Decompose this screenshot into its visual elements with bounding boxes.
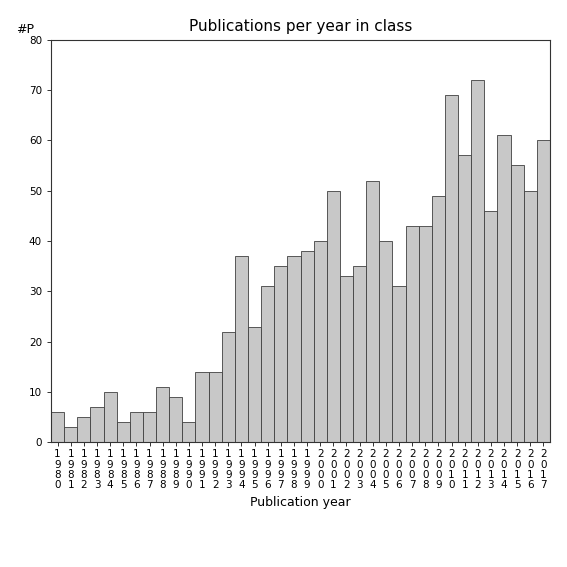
Bar <box>90 407 104 442</box>
Bar <box>405 226 418 442</box>
Bar <box>287 256 301 442</box>
Bar <box>484 211 497 442</box>
Bar <box>130 412 143 442</box>
Bar <box>353 266 366 442</box>
Text: #P: #P <box>16 23 34 36</box>
Bar <box>445 95 458 442</box>
Bar <box>64 427 77 442</box>
Bar <box>418 226 432 442</box>
Title: Publications per year in class: Publications per year in class <box>189 19 412 35</box>
Bar <box>366 180 379 442</box>
Bar <box>196 372 209 442</box>
Bar <box>301 251 314 442</box>
Bar <box>524 191 537 442</box>
Bar <box>458 155 471 442</box>
Bar <box>274 266 287 442</box>
Bar <box>156 387 169 442</box>
Bar <box>261 286 274 442</box>
Bar <box>143 412 156 442</box>
Bar <box>340 276 353 442</box>
Bar <box>537 141 550 442</box>
X-axis label: Publication year: Publication year <box>250 496 351 509</box>
Bar <box>183 422 196 442</box>
Bar <box>77 417 90 442</box>
Bar <box>222 332 235 442</box>
Bar <box>117 422 130 442</box>
Bar <box>235 256 248 442</box>
Bar <box>471 80 484 442</box>
Bar <box>104 392 117 442</box>
Bar <box>169 397 183 442</box>
Bar <box>209 372 222 442</box>
Bar <box>432 196 445 442</box>
Bar <box>497 136 511 442</box>
Bar <box>379 241 392 442</box>
Bar <box>327 191 340 442</box>
Bar <box>511 166 524 442</box>
Bar <box>248 327 261 442</box>
Bar <box>51 412 64 442</box>
Bar <box>392 286 405 442</box>
Bar <box>314 241 327 442</box>
